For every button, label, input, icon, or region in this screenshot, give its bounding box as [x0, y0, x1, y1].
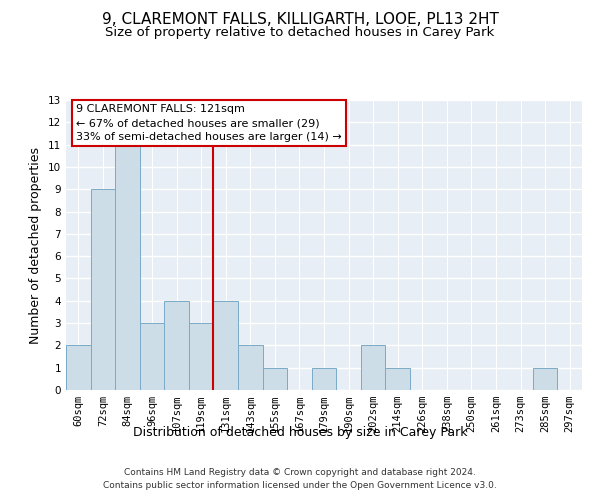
Bar: [238, 346, 263, 390]
Text: 9 CLAREMONT FALLS: 121sqm
← 67% of detached houses are smaller (29)
33% of semi-: 9 CLAREMONT FALLS: 121sqm ← 67% of detac…: [76, 104, 342, 142]
Bar: [361, 346, 385, 390]
Bar: [91, 189, 115, 390]
Bar: [189, 323, 214, 390]
Bar: [66, 346, 91, 390]
Bar: [140, 323, 164, 390]
Bar: [385, 368, 410, 390]
Bar: [214, 301, 238, 390]
Text: Size of property relative to detached houses in Carey Park: Size of property relative to detached ho…: [106, 26, 494, 39]
Text: Distribution of detached houses by size in Carey Park: Distribution of detached houses by size …: [133, 426, 467, 439]
Bar: [533, 368, 557, 390]
Y-axis label: Number of detached properties: Number of detached properties: [29, 146, 43, 344]
Bar: [115, 144, 140, 390]
Text: Contains HM Land Registry data © Crown copyright and database right 2024.: Contains HM Land Registry data © Crown c…: [124, 468, 476, 477]
Text: Contains public sector information licensed under the Open Government Licence v3: Contains public sector information licen…: [103, 482, 497, 490]
Bar: [263, 368, 287, 390]
Bar: [312, 368, 336, 390]
Bar: [164, 301, 189, 390]
Text: 9, CLAREMONT FALLS, KILLIGARTH, LOOE, PL13 2HT: 9, CLAREMONT FALLS, KILLIGARTH, LOOE, PL…: [101, 12, 499, 28]
